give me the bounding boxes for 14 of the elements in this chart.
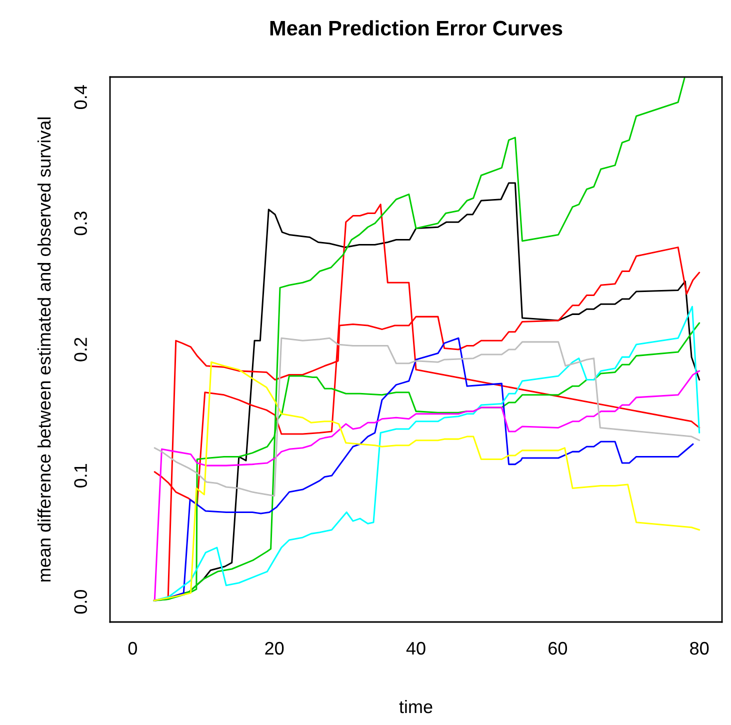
y-axis-title: mean difference between estimated and observed survival: [37, 117, 51, 582]
x-tick-label: 40: [406, 642, 426, 655]
y-tick-label: 0.4: [74, 85, 87, 110]
y-tick-label: 0.3: [74, 212, 87, 236]
y-tick-label: 0.0: [74, 590, 87, 614]
x-axis-title: time: [399, 700, 432, 714]
x-tick-label: 20: [265, 642, 284, 655]
y-tick-label: 0.2: [74, 338, 87, 362]
x-tick-label: 60: [548, 642, 568, 655]
x-tick-label: 80: [690, 642, 709, 655]
chart-title: Mean Prediction Error Curves: [270, 20, 562, 36]
x-tick-label: 0: [128, 642, 137, 655]
line-series: [154, 337, 700, 497]
y-tick-label: 0.1: [74, 464, 87, 488]
